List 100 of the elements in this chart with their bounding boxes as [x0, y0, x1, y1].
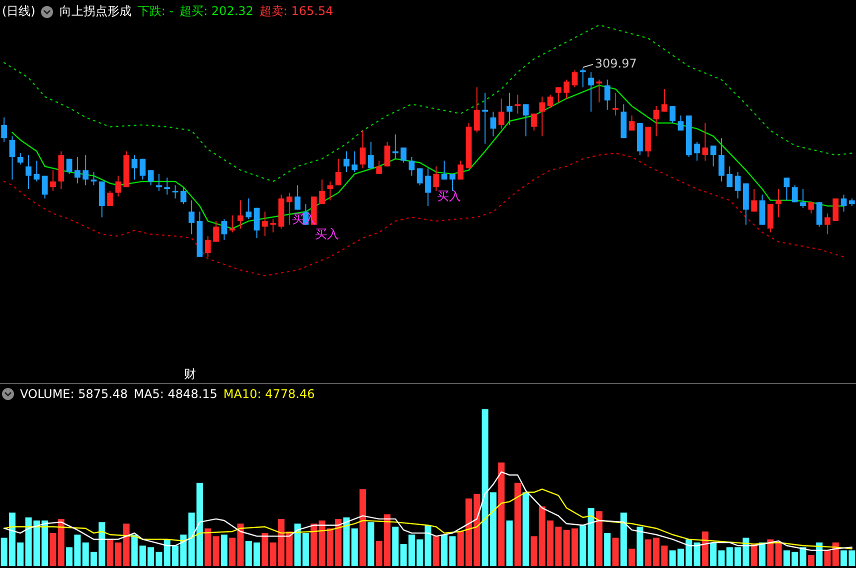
candlestick: [710, 145, 716, 167]
bar: [204, 528, 212, 566]
candlestick: [734, 172, 741, 199]
chart-title: 向上拐点形成: [59, 3, 132, 20]
candlestick: [156, 173, 162, 192]
candlestick: [148, 170, 154, 186]
chart-subtitle: (日线): [2, 3, 36, 20]
annotation: 买入: [315, 227, 339, 242]
candlestick: [376, 160, 382, 174]
bar: [824, 550, 831, 566]
candlestick: [90, 172, 97, 186]
candlestick: [327, 180, 334, 201]
bar: [522, 492, 530, 566]
bar: [636, 526, 644, 566]
bar: [775, 542, 782, 566]
candlestick: [474, 86, 480, 133]
bar: [612, 538, 619, 566]
candlestick: [718, 138, 724, 182]
candlestick: [229, 214, 236, 233]
candlestick: [416, 168, 423, 186]
candlestick: [335, 158, 342, 186]
candlestick: [188, 200, 195, 235]
candlestick: [132, 154, 138, 180]
candlestick: [360, 130, 366, 169]
bar: [580, 525, 586, 566]
candlestick: [653, 106, 660, 137]
candlestick: [824, 213, 830, 235]
candlestick: [172, 184, 178, 199]
candlestick: [140, 158, 146, 180]
candlestick: [238, 200, 244, 230]
candlestick: [9, 136, 16, 180]
candlestick: [441, 160, 448, 180]
candlestick: [792, 184, 798, 203]
candlestick: [776, 188, 782, 218]
candlestick: [82, 154, 89, 186]
bar: [432, 536, 440, 566]
candlestick: [180, 186, 186, 205]
candlestick: [66, 158, 72, 174]
text: 财: [184, 367, 196, 382]
candlestick: [270, 218, 276, 233]
bar: [750, 544, 758, 566]
bar: [343, 517, 350, 566]
candlestick: [840, 194, 847, 212]
candlestick: [344, 150, 350, 173]
candlestick: [42, 175, 48, 199]
candlestick: [751, 188, 758, 212]
candlestick: [286, 192, 292, 226]
candlestick: [408, 156, 415, 176]
candlestick: [34, 160, 40, 182]
chart-title: VOLUME: 5875.48: [20, 387, 128, 401]
candlestick: [433, 166, 440, 192]
candlestick: [425, 168, 431, 206]
candlestick: [384, 141, 390, 167]
bar: [530, 536, 538, 566]
candlestick: [498, 98, 504, 130]
bar: [620, 512, 627, 566]
candlestick: [572, 70, 578, 88]
candlestick: [702, 122, 708, 162]
candlestick: [726, 166, 733, 188]
candlestick: [400, 147, 406, 164]
bar: [262, 533, 268, 566]
candlestick: [800, 188, 806, 208]
candlestick: [26, 154, 32, 190]
candlestick: [539, 96, 546, 137]
candlestick: [628, 114, 635, 132]
candlestick: [678, 114, 684, 132]
candlestick: [514, 94, 521, 114]
candlestick: [556, 86, 562, 103]
candlestick: [490, 111, 496, 137]
candlestick: [450, 173, 456, 192]
candlestick: [115, 175, 122, 198]
bar: [351, 528, 358, 566]
candlestick: [588, 72, 594, 112]
bar: [767, 539, 774, 566]
bar: [212, 536, 220, 566]
candlestick: [816, 202, 822, 228]
candlestick: [531, 113, 537, 132]
candlestick: [564, 79, 570, 100]
bar: [360, 489, 366, 566]
annotation: 买入: [437, 189, 461, 204]
bar: [310, 524, 318, 566]
candlestick: [213, 220, 219, 242]
candlestick: [368, 141, 374, 169]
text: 超卖: 165.54: [259, 3, 334, 20]
bar: [588, 508, 594, 566]
bar: [596, 511, 602, 566]
candlestick: [506, 92, 512, 126]
bar: [498, 462, 505, 566]
candlestick: [522, 104, 529, 137]
candlestick: [547, 94, 554, 108]
candlestick: [1, 116, 8, 142]
candlestick: [596, 79, 602, 103]
bar: [368, 522, 374, 566]
bar: [514, 482, 521, 566]
candlestick: [604, 79, 610, 110]
candlestick: [254, 207, 260, 239]
candlestick: [670, 106, 676, 124]
candlestick: [319, 179, 325, 205]
bar: [392, 526, 399, 566]
candlestick: [352, 150, 358, 173]
